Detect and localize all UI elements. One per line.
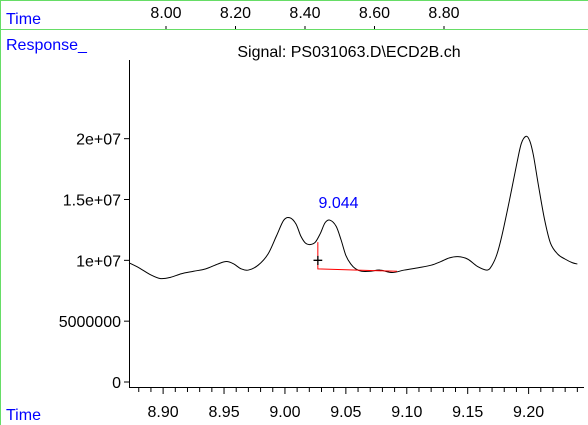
signal-trace [128,135,578,280]
y-axis-ticks: 0 5000000 1e+07 1.5e+07 2e+07 [59,132,129,392]
top-axis-tick-label: 8.80 [428,5,459,22]
top-axis-ticks: 8.00 8.20 8.40 8.60 8.80 [150,5,460,29]
y-axis-tick-label: 2e+07 [76,132,121,149]
peak-label: 9.044 [319,195,359,212]
x-axis-ticks: 8.90 8.95 9.00 9.05 9.10 9.15 9.20 [138,387,578,421]
integration-baseline [317,242,398,272]
top-axis-label: Time [6,11,41,28]
x-axis-tick-label: 9.20 [513,404,544,421]
top-axis-tick-label: 8.40 [289,5,320,22]
x-axis-tick-label: 9.00 [269,404,300,421]
x-axis-tick-label: 8.95 [208,404,239,421]
peak-marker: + [313,250,324,270]
x-axis-tick-label: 8.90 [148,404,179,421]
y-axis-tick-label: 0 [112,375,121,392]
chart-title: Signal: PS031063.D\ECD2B.ch [237,44,460,61]
y-axis-tick-label: 1e+07 [76,253,121,270]
y-axis-label: Response_ [6,37,88,54]
top-axis-tick-label: 8.20 [220,5,251,22]
x-axis-label: Time [6,407,41,424]
top-axis-tick-label: 8.00 [150,5,181,22]
x-axis-tick-label: 9.05 [330,404,361,421]
y-axis-tick-label: 1.5e+07 [63,193,121,210]
x-axis-tick-label: 9.15 [452,404,483,421]
top-axis-tick-label: 8.60 [359,5,390,22]
x-axis-tick-label: 9.10 [391,404,422,421]
y-axis-tick-label: 5000000 [59,314,121,331]
